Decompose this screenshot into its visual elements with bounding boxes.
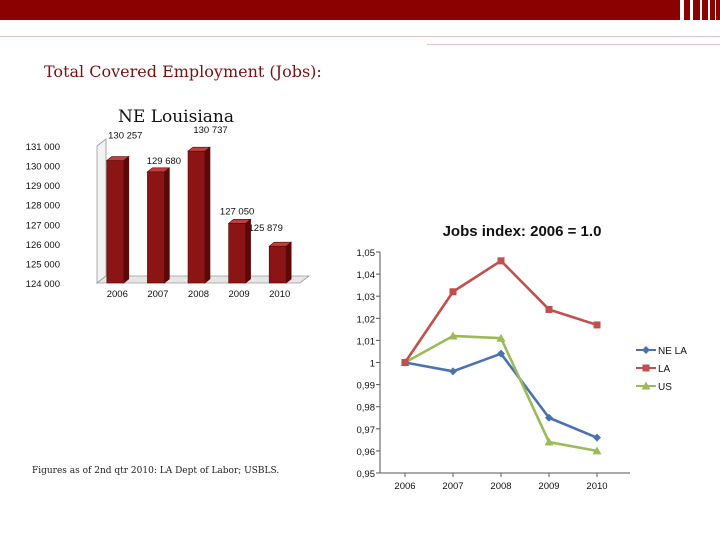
- line-y-tick: 1,04: [357, 270, 376, 281]
- bar-chart-x-ticks: 2006 2007 2008 2009 2010: [107, 289, 291, 300]
- line-y-tick: 1: [370, 359, 375, 370]
- banner-notch: [427, 0, 720, 20]
- bar: [227, 218, 252, 284]
- bar: [146, 167, 171, 284]
- banner-stripe-4: [708, 0, 710, 20]
- triangle-marker: [496, 333, 506, 342]
- line-chart-y-ticks: 1,05 1,04 1,03 1,02 1,01 1 0,99 0,98 0,97 0,96 0,9…: [357, 248, 380, 480]
- diamond-marker: [497, 349, 505, 358]
- bar-x-tick: 2010: [269, 289, 290, 300]
- bar-chart-y-tick: 127 000: [26, 220, 60, 231]
- legend-label: LA: [658, 364, 671, 375]
- line-y-tick: 0,97: [357, 425, 376, 436]
- bar-value-label: 130 257: [108, 131, 142, 142]
- line-x-tick: 2008: [490, 481, 511, 492]
- line-x-tick: 2009: [538, 481, 559, 492]
- bar-chart-y-ticks: 131 000 130 000 129 000 128 000 127 000 126 0…: [26, 142, 60, 290]
- bar-x-tick: 2009: [229, 289, 250, 300]
- square-marker: [449, 288, 457, 296]
- square-marker: [545, 305, 553, 313]
- line-y-tick: 0,96: [357, 447, 376, 458]
- series-us: [400, 331, 602, 455]
- bar-chart-value-labels: 130 257 129 680 130 737 127 050 125 879: [108, 125, 283, 234]
- bar-chart-y-tick: 126 000: [26, 240, 60, 251]
- series-la: [401, 257, 601, 366]
- line-y-tick: 0,95: [357, 469, 376, 480]
- line-y-tick: 1,05: [357, 248, 376, 259]
- square-marker: [401, 359, 409, 366]
- diamond-marker: [545, 413, 553, 422]
- legend-label: NE LA: [658, 346, 687, 357]
- bar-chart-y-tick: 130 000: [26, 162, 60, 173]
- line-y-tick: 1,03: [357, 292, 376, 303]
- line-x-tick: 2006: [394, 481, 415, 492]
- bar-value-label: 127 050: [220, 206, 254, 217]
- triangle-marker: [641, 381, 651, 390]
- series-ne-la: [401, 349, 601, 442]
- legend-item: LA: [636, 364, 671, 375]
- banner-stripe-3: [700, 0, 702, 20]
- bar-x-tick: 2008: [188, 289, 209, 300]
- bar-chart-bars: [105, 146, 293, 284]
- banner-stripe-1: [680, 0, 684, 20]
- header-rule-1: [0, 36, 720, 37]
- legend-item: US: [636, 381, 672, 393]
- line-x-tick: 2007: [442, 481, 463, 492]
- bar-x-tick: 2006: [107, 289, 128, 300]
- square-marker: [593, 321, 601, 329]
- bar-chart-title: NE Louisiana: [118, 107, 234, 127]
- bar-side: [204, 146, 211, 284]
- line-chart-series: [400, 257, 602, 455]
- line-chart-x-ticks: 2006 2007 2008 2009 2010: [394, 473, 608, 492]
- diamond-marker: [449, 367, 457, 376]
- series-line: [404, 352, 598, 439]
- bar-side: [245, 218, 251, 284]
- bar-chart-y-tick: 131 000: [26, 142, 60, 153]
- line-y-tick: 1,01: [357, 336, 376, 347]
- bar-value-label: 125 879: [249, 223, 283, 234]
- line-y-tick: 0,99: [357, 381, 376, 392]
- diamond-marker: [642, 346, 650, 354]
- header-rule-2: [427, 44, 720, 45]
- bar: [268, 241, 293, 284]
- bar-chart-y-tick: 124 000: [26, 279, 60, 290]
- line-chart-axes: [379, 252, 630, 474]
- bar-chart-y-tick: 128 000: [26, 201, 60, 212]
- banner-stripe-5: [715, 0, 716, 20]
- legend-item: NE LA: [636, 346, 687, 357]
- line-chart-title: Jobs index: 2006 = 1.0: [443, 223, 602, 240]
- bar-chart-y-tick: 125 000: [26, 259, 60, 270]
- line-x-tick: 2010: [586, 481, 607, 492]
- legend-label: US: [658, 382, 672, 393]
- bar-chart: NE Louisiana 131 000 130 000 129 000 128 00…: [26, 107, 311, 300]
- bar: [105, 155, 130, 284]
- line-chart-legend: NE LA LA US: [636, 346, 687, 393]
- bar-value-label: 129 680: [147, 156, 181, 167]
- line-y-tick: 0,98: [357, 403, 376, 414]
- line-y-tick: 1,02: [357, 314, 376, 325]
- square-marker: [497, 257, 505, 265]
- banner-stripe-2: [690, 0, 693, 20]
- triangle-marker: [448, 331, 458, 340]
- diamond-marker: [593, 433, 601, 442]
- triangle-marker: [544, 437, 554, 446]
- bar-side: [123, 155, 130, 284]
- slide-title: Total Covered Employment (Jobs):: [44, 62, 322, 81]
- bar: [187, 146, 211, 284]
- square-marker: [642, 364, 650, 372]
- triangle-marker: [592, 446, 602, 455]
- bar-side: [164, 167, 170, 284]
- bar-chart-y-tick: 129 000: [26, 181, 60, 192]
- bar-side: [285, 241, 292, 284]
- bar-x-tick: 2007: [147, 289, 168, 300]
- source-footnote: Figures as of 2nd qtr 2010: LA Dept of L…: [32, 466, 280, 476]
- bar-value-label: 130 737: [193, 125, 227, 136]
